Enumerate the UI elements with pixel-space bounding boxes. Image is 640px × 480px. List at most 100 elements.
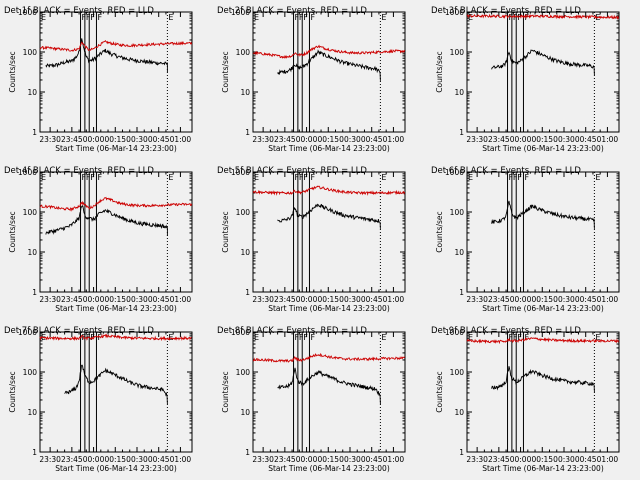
interval-marker-label: F: [295, 333, 300, 342]
interval-marker-label: E: [168, 173, 173, 182]
x-tick-label: 01:00: [170, 455, 192, 464]
y-tick-label: 10: [240, 408, 250, 417]
interval-marker-label: F: [509, 333, 514, 342]
panel-det-5: Det 5f BLACK = Events, RED = LLD 1 10 100 10…: [217, 166, 406, 313]
panel-title: Det 3f BLACK = Events, RED = LLD: [431, 6, 581, 16]
interval-marker-label: F: [509, 173, 514, 182]
interval-marker-label: F: [97, 173, 102, 182]
interval-marker-label: F: [82, 173, 87, 182]
x-tick-label: 00:15: [104, 295, 126, 304]
y-tick-label: 10: [454, 408, 464, 417]
x-tick-label: 23:45: [61, 295, 83, 304]
panels-container: Det 1f BLACK = Events, RED = LLD11010010…: [4, 6, 620, 473]
x-tick-label: 00:00: [296, 455, 318, 464]
interval-marker-label: E: [468, 13, 473, 22]
panel-det-7: Det 7f BLACK = Events, RED = LLD 1 10 100 10…: [4, 326, 193, 473]
x-axis-label: Start Time (06-Mar-14 23:23:00): [268, 144, 390, 153]
interval-marker-label: F: [310, 173, 315, 182]
interval-marker-label: E: [41, 173, 46, 182]
x-tick-label: 00:00: [510, 455, 532, 464]
x-tick-label: 00:30: [126, 295, 148, 304]
events-series-line: [277, 367, 381, 405]
interval-marker-label: E: [468, 333, 473, 342]
y-tick-label: 100: [23, 208, 38, 217]
interval-marker-label: F: [90, 173, 95, 182]
y-tick-label: 10: [454, 88, 464, 97]
x-axis-label: Start Time (06-Mar-14 23:23:00): [55, 464, 177, 473]
interval-marker-label: F: [295, 173, 300, 182]
x-tick-label: 00:15: [104, 135, 126, 144]
interval-marker-label: F: [303, 13, 308, 22]
interval-marker-label: F: [299, 333, 304, 342]
x-tick-label: 00:30: [339, 295, 361, 304]
interval-marker-label: F: [517, 173, 522, 182]
x-tick-label: 00:45: [575, 135, 597, 144]
interval-marker-label: F: [299, 13, 304, 22]
y-axis-label: Counts/sec: [221, 51, 230, 92]
events-series-line: [277, 203, 381, 229]
interval-marker-label: E: [168, 13, 173, 22]
y-tick-label: 1000: [18, 328, 37, 337]
interval-marker-label: F: [524, 173, 529, 182]
interval-marker-label: F: [90, 13, 95, 22]
x-tick-label: 00:45: [575, 295, 597, 304]
x-tick-label: 00:45: [361, 455, 383, 464]
events-series-line: [45, 38, 168, 72]
lld-series-line: [39, 333, 192, 342]
y-tick-label: 1000: [18, 168, 37, 177]
interval-marker-label: E: [254, 173, 259, 182]
x-tick-label: 00:30: [553, 295, 575, 304]
x-tick-label: 23:30: [466, 455, 488, 464]
y-tick-label: 100: [236, 368, 251, 377]
x-tick-label: 23:45: [488, 135, 510, 144]
x-axis-label: Start Time (06-Mar-14 23:23:00): [482, 464, 604, 473]
y-tick-label: 1: [459, 128, 464, 137]
panel-det-1: Det 1f BLACK = Events, RED = LLD 1 10 100 10…: [4, 6, 193, 153]
x-axis-label: Start Time (06-Mar-14 23:23:00): [482, 304, 604, 313]
x-tick-label: 00:30: [553, 135, 575, 144]
y-axis-label: Counts/sec: [8, 211, 17, 252]
y-tick-label: 1000: [231, 168, 250, 177]
y-axis-label: Counts/sec: [435, 51, 444, 92]
lld-series-line: [466, 336, 620, 345]
x-tick-label: 23:30: [466, 295, 488, 304]
y-axis-label: Counts/sec: [8, 51, 17, 92]
x-tick-label: 23:45: [61, 135, 83, 144]
y-tick-label: 1: [459, 288, 464, 297]
y-tick-label: 100: [23, 48, 38, 57]
interval-marker-label: F: [524, 333, 529, 342]
x-axis-label: Start Time (06-Mar-14 23:23:00): [55, 304, 177, 313]
y-axis-label: Counts/sec: [8, 371, 17, 412]
x-tick-label: 23:30: [466, 135, 488, 144]
interval-marker-label: F: [303, 173, 308, 182]
y-tick-label: 1000: [231, 8, 250, 17]
interval-marker-label: F: [509, 13, 514, 22]
x-tick-label: 01:00: [383, 455, 405, 464]
x-tick-label: 00:30: [339, 135, 361, 144]
y-tick-label: 10: [27, 248, 37, 257]
interval-marker-label: F: [517, 333, 522, 342]
y-tick-label: 1000: [445, 168, 464, 177]
events-series-line: [64, 364, 168, 405]
x-tick-label: 00:45: [148, 135, 170, 144]
x-tick-label: 00:15: [317, 455, 339, 464]
interval-marker-label: F: [513, 173, 518, 182]
lld-series-line: [252, 352, 406, 363]
x-tick-label: 00:00: [83, 295, 105, 304]
x-tick-label: 23:45: [274, 135, 296, 144]
interval-marker-label: F: [82, 13, 87, 22]
y-tick-label: 100: [236, 48, 251, 57]
x-tick-label: 00:45: [361, 135, 383, 144]
y-tick-label: 10: [240, 248, 250, 257]
y-tick-label: 1: [245, 288, 250, 297]
x-tick-label: 00:00: [83, 455, 105, 464]
x-axis-label: Start Time (06-Mar-14 23:23:00): [482, 144, 604, 153]
y-tick-label: 10: [27, 88, 37, 97]
x-tick-label: 01:00: [597, 455, 619, 464]
y-tick-label: 1000: [445, 8, 464, 17]
events-series-line: [491, 366, 595, 393]
y-tick-label: 1: [459, 448, 464, 457]
interval-marker-label: F: [86, 173, 91, 182]
x-tick-label: 00:15: [104, 455, 126, 464]
panel-title: Det 4f BLACK = Events, RED = LLD: [4, 166, 154, 176]
